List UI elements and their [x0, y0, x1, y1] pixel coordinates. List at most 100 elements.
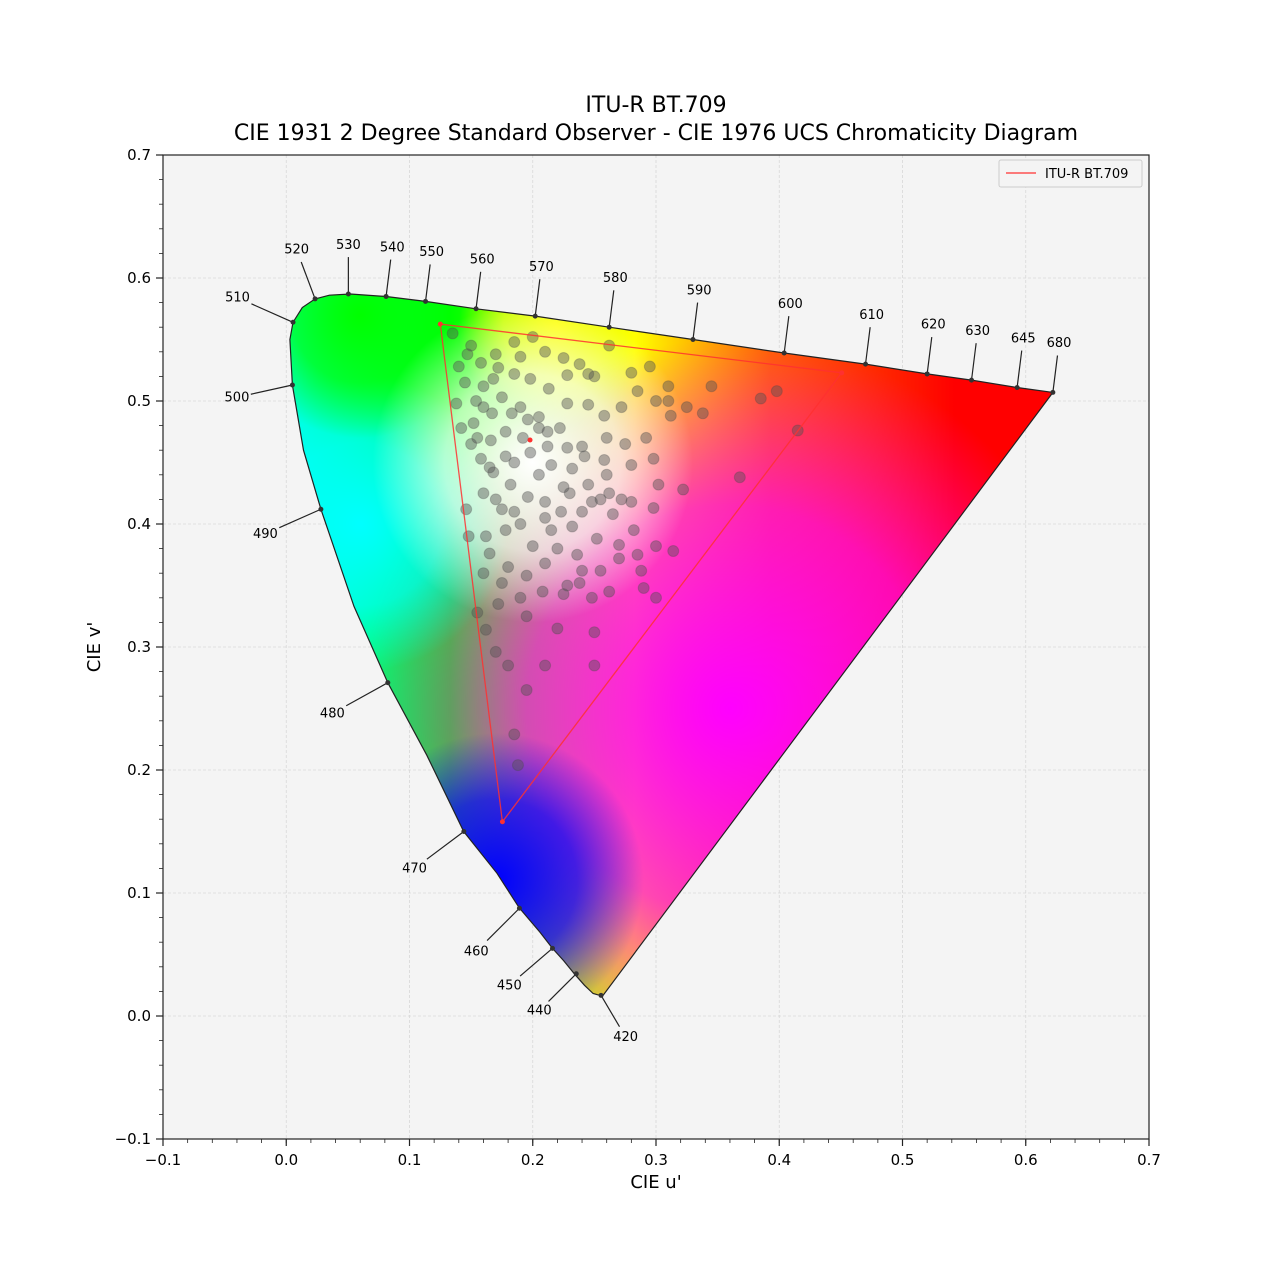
wavelength-dot	[969, 377, 975, 383]
scatter-point	[539, 557, 552, 570]
scatter-point	[631, 548, 644, 561]
scatter-point	[492, 361, 505, 374]
scatter-point	[514, 518, 527, 530]
scatter-point	[561, 397, 574, 410]
scatter-point	[555, 505, 568, 518]
x-tick-label: 0.3	[644, 1151, 668, 1169]
scatter-point	[541, 440, 554, 453]
wavelength-tick	[534, 279, 541, 317]
scatter-point	[625, 495, 638, 508]
scatter-point	[539, 345, 552, 358]
x-tick-label: 0.6	[1014, 1151, 1038, 1169]
wavelength-dot	[532, 313, 538, 319]
y-tick-label: 0.7	[127, 146, 151, 164]
scatter-point	[627, 524, 640, 537]
scatter-point	[557, 481, 570, 494]
scatter-point	[511, 759, 524, 772]
scatter-point	[576, 505, 589, 518]
wavelength-label: 610	[859, 308, 884, 323]
wavelength-dot	[290, 319, 296, 325]
scatter-point	[487, 372, 500, 385]
wavelength-dot	[1050, 389, 1056, 395]
scatter-point	[578, 450, 591, 463]
scatter-point	[551, 542, 564, 555]
scatter-point	[754, 392, 767, 405]
scatter-point	[539, 495, 552, 508]
scatter-point	[733, 471, 746, 484]
scatter-point	[553, 422, 566, 435]
wavelength-dot	[385, 680, 391, 686]
scatter-point	[524, 372, 537, 385]
scatter-point	[588, 370, 601, 383]
scatter-point	[545, 524, 558, 537]
scatter-point	[613, 552, 626, 565]
scatter-point	[600, 468, 613, 481]
scatter-point	[576, 564, 589, 577]
scatter-point	[520, 569, 533, 582]
wavelength-tick	[426, 831, 465, 860]
scatter-point	[532, 468, 545, 481]
scatter-point	[516, 431, 529, 444]
scatter-point	[563, 487, 576, 500]
scatter-point	[470, 395, 483, 407]
scatter-point	[462, 530, 475, 543]
scatter-point	[606, 508, 619, 521]
scatter-point	[603, 487, 616, 500]
scatter-point	[640, 431, 653, 444]
scatter-point	[446, 327, 459, 340]
scatter-point	[585, 591, 598, 604]
scatter-points	[446, 327, 804, 772]
wavelength-label: 550	[419, 245, 444, 260]
x-axis-ticks: −0.1 0.0 0.1 0.2 0.3 0.4 0.5 0.6 0.7	[145, 1139, 1161, 1169]
scatter-point	[647, 452, 660, 465]
scatter-point	[551, 622, 564, 635]
wavelength-tick	[424, 264, 431, 302]
wavelength-dot	[606, 324, 612, 330]
wavelength-tick	[345, 682, 389, 707]
wavelength-dot	[598, 992, 604, 998]
scatter-point	[571, 548, 584, 561]
wavelength-dot	[423, 298, 429, 304]
gamut-triangle	[437, 321, 845, 825]
legend-box	[998, 159, 1143, 188]
scatter-point	[520, 610, 533, 623]
scatter-point	[615, 493, 628, 506]
y-axis-ticks: −0.1 0.0 0.1 0.2 0.3 0.4 0.5 0.6 0.7	[115, 146, 163, 1148]
scatter-point	[514, 350, 527, 363]
scatter-point	[524, 446, 537, 459]
x-tick-label: 0.1	[398, 1151, 422, 1169]
scatter-point	[662, 395, 675, 407]
scatter-point	[477, 380, 490, 393]
scatter-point	[471, 431, 484, 444]
wavelength-marks: 420 440 450 460 470 480 490 500 510 520 530 540 550 5…	[225, 238, 1072, 1045]
gamut-vertex	[437, 321, 443, 327]
wavelength-dot	[690, 337, 696, 342]
scatter-point	[489, 493, 502, 506]
wavelength-dot	[289, 382, 295, 388]
scatter-point	[474, 452, 487, 465]
scatter-point	[505, 407, 518, 420]
scatter-point	[483, 461, 496, 474]
scatter-point	[541, 425, 554, 438]
scatter-point	[613, 538, 626, 551]
wavelength-dot	[318, 506, 324, 512]
scatter-point	[598, 454, 611, 467]
scatter-point	[477, 487, 490, 500]
wavelength-label: 530	[336, 238, 361, 253]
scatter-point	[508, 505, 521, 518]
scatter-point	[561, 369, 574, 382]
wavelength-dot	[573, 971, 579, 977]
scatter-point	[495, 391, 508, 404]
wavelength-dot	[312, 296, 318, 302]
wavelength-tick	[385, 259, 392, 297]
scatter-point	[455, 422, 468, 435]
scatter-point	[514, 591, 527, 604]
scatter-point	[477, 567, 490, 580]
wavelength-label: 490	[253, 527, 278, 542]
wavelength-tick	[548, 973, 577, 1002]
wavelength-dot	[549, 945, 555, 951]
scatter-point	[557, 588, 570, 601]
wavelength-label: 630	[965, 324, 990, 339]
scatter-point	[588, 626, 601, 639]
